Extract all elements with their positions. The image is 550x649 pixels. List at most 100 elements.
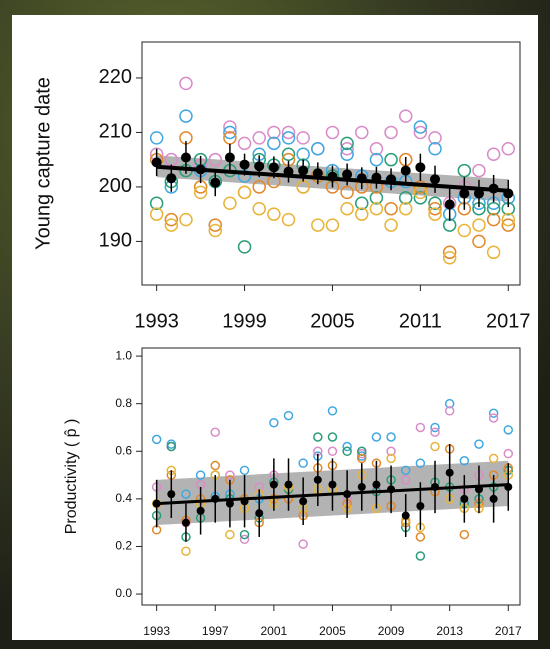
data-point — [428, 201, 442, 216]
data-point — [340, 147, 354, 161]
data-point — [472, 218, 486, 232]
data-point — [459, 529, 470, 540]
data-point — [313, 432, 323, 442]
mean-point — [180, 152, 191, 163]
mean-point — [489, 494, 498, 503]
mean-point — [299, 497, 308, 506]
mean-point — [254, 161, 265, 172]
data-point — [327, 446, 338, 457]
data-point — [179, 76, 193, 91]
mean-point — [415, 162, 426, 173]
data-point — [179, 109, 193, 123]
y-tick-label: 1.0 — [115, 348, 132, 362]
mean-point — [239, 159, 250, 170]
mean-point — [268, 162, 279, 173]
data-point — [269, 417, 279, 428]
data-point — [428, 142, 442, 156]
data-point — [225, 529, 235, 540]
data-point — [252, 131, 266, 145]
mean-point — [416, 502, 425, 511]
data-point — [225, 470, 235, 480]
mean-point — [430, 174, 441, 185]
data-point — [398, 109, 413, 123]
data-point — [384, 201, 398, 216]
x-tick-label: 1993 — [134, 310, 179, 332]
data-point — [357, 453, 367, 464]
data-point — [340, 185, 354, 200]
mean-point — [240, 497, 249, 506]
data-point — [166, 441, 177, 452]
data-point — [488, 408, 499, 418]
data-point — [415, 532, 426, 542]
data-point — [210, 460, 221, 471]
mean-point — [255, 509, 264, 518]
data-point — [208, 152, 223, 167]
data-point — [210, 427, 221, 437]
data-point — [486, 245, 501, 260]
data-point — [386, 446, 396, 457]
data-point — [369, 152, 384, 167]
data-point — [486, 201, 501, 216]
data-point — [149, 196, 164, 211]
x-tick-label: 2001 — [261, 624, 288, 638]
x-tick-label: 2017 — [495, 624, 522, 638]
data-point — [413, 125, 428, 140]
figure-panel — [12, 15, 538, 640]
plot-frame — [141, 347, 521, 606]
data-point — [369, 142, 384, 156]
mean-point — [313, 475, 322, 484]
data-point — [237, 136, 252, 151]
data-point — [501, 142, 516, 156]
data-point — [195, 470, 206, 480]
x-tick-label: 1993 — [143, 624, 170, 638]
data-point — [179, 212, 193, 227]
data-point — [459, 456, 470, 466]
mean-point — [387, 485, 396, 494]
mean-point — [269, 480, 278, 489]
data-point — [208, 223, 223, 238]
mean-point — [195, 164, 206, 175]
mean-point — [473, 188, 484, 199]
data-point — [281, 147, 296, 161]
mean-point — [166, 173, 177, 184]
data-point — [281, 131, 296, 145]
mean-point — [284, 480, 293, 489]
data-point — [296, 131, 310, 145]
data-point — [415, 422, 426, 433]
data-point — [503, 425, 514, 435]
mean-point — [224, 152, 235, 163]
data-point — [384, 152, 398, 167]
data-point — [237, 185, 252, 200]
mean-point — [210, 177, 221, 188]
data-point — [503, 448, 514, 459]
data-point — [398, 191, 413, 205]
data-point — [355, 125, 369, 140]
data-point — [252, 180, 266, 194]
y-tick-label: 0.2 — [115, 539, 132, 553]
data-point — [267, 136, 281, 151]
data-point — [239, 465, 250, 476]
mean-point — [401, 511, 410, 520]
data-point — [151, 434, 162, 445]
mean-point — [328, 480, 337, 489]
data-point — [298, 458, 308, 468]
data-point — [428, 207, 442, 221]
data-point — [444, 398, 455, 409]
data-point — [327, 406, 338, 416]
data-point — [415, 458, 426, 468]
mean-point — [211, 494, 220, 503]
x-tick-label: 2013 — [436, 624, 463, 638]
data-point — [355, 207, 369, 221]
x-tick-label: 2009 — [378, 624, 405, 638]
data-point — [386, 432, 396, 442]
data-point — [488, 413, 499, 423]
data-point — [501, 218, 516, 232]
y-axis-label: Young capture date — [32, 77, 54, 250]
y-tick-label: 220 — [99, 66, 132, 88]
data-point — [164, 218, 179, 232]
data-point — [193, 185, 208, 200]
data-point — [457, 163, 472, 178]
mean-point — [371, 172, 382, 183]
